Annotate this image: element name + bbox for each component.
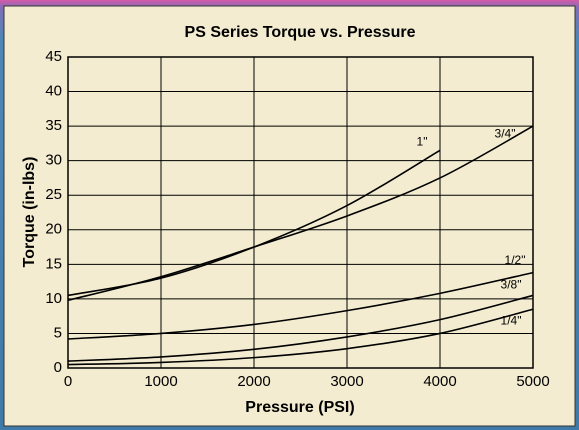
x-tick-label: 4000 bbox=[423, 373, 456, 390]
y-tick-label: 35 bbox=[45, 117, 62, 134]
y-tick-label: 15 bbox=[45, 255, 62, 272]
series-label: 3/8" bbox=[501, 278, 522, 292]
x-tick-label: 5000 bbox=[516, 373, 549, 390]
line-series bbox=[67, 294, 534, 362]
y-tick-label: 0 bbox=[54, 359, 62, 376]
y-axis-label: Torque (in-lbs) bbox=[21, 157, 38, 268]
line-series bbox=[67, 308, 534, 366]
series-label: 1/2" bbox=[505, 253, 526, 267]
line-series bbox=[67, 271, 534, 340]
y-tick-label: 25 bbox=[45, 186, 62, 203]
y-tick-label: 10 bbox=[45, 290, 62, 307]
series-label: 1" bbox=[417, 134, 428, 148]
chart-title: PS Series Torque vs. Pressure bbox=[185, 24, 416, 41]
y-tick-label: 20 bbox=[45, 221, 62, 238]
x-axis-label: Pressure (PSI) bbox=[245, 399, 354, 416]
y-tick-label: 40 bbox=[45, 83, 62, 100]
y-tick-label: 30 bbox=[45, 152, 62, 169]
x-tick-label: 0 bbox=[64, 373, 72, 390]
plot-frame bbox=[67, 56, 534, 369]
x-tick-label: 1000 bbox=[144, 373, 177, 390]
series-label: 3/4" bbox=[495, 126, 516, 140]
x-tick-label: 2000 bbox=[237, 373, 270, 390]
line-series bbox=[67, 125, 534, 302]
x-tick-label: 3000 bbox=[330, 373, 363, 390]
y-tick-label: 45 bbox=[45, 48, 62, 65]
series-label: 1/4" bbox=[501, 313, 522, 327]
y-tick-label: 5 bbox=[54, 324, 62, 341]
panel bbox=[3, 5, 576, 427]
